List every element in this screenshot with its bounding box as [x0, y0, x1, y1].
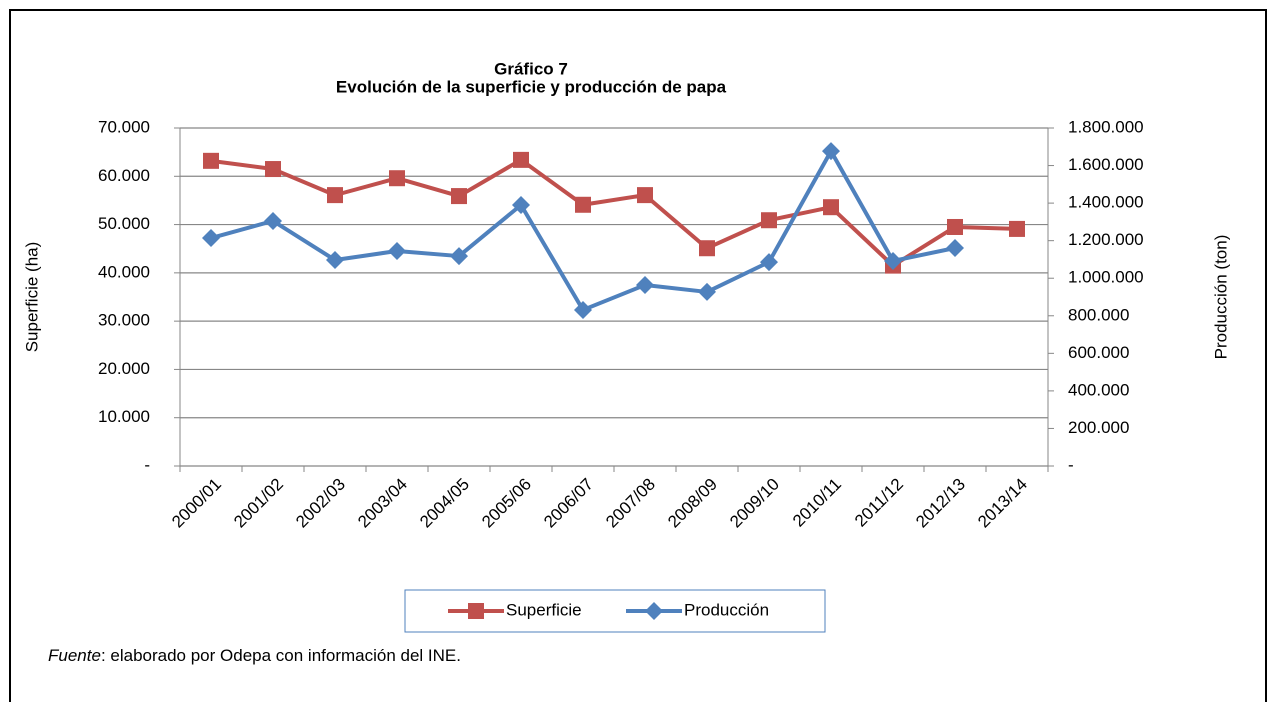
y-tick-label: 30.000 — [98, 311, 150, 330]
x-tick-label: 2003/04 — [354, 475, 411, 532]
y-tick-label: 50.000 — [98, 214, 150, 233]
y2-tick-label: 600.000 — [1068, 343, 1129, 362]
data-point — [512, 195, 530, 214]
x-tick-label: 2007/08 — [602, 475, 659, 532]
y2-tick-label: 400.000 — [1068, 380, 1129, 399]
chart-title: Gráfico 7 — [494, 59, 568, 78]
x-tick-label: 2000/01 — [168, 475, 225, 532]
y2-tick-label: 1.200.000 — [1068, 230, 1144, 249]
y-tick-label: 60.000 — [98, 166, 150, 185]
x-tick-label: 2011/12 — [851, 475, 907, 531]
data-point — [513, 151, 529, 168]
data-point — [202, 229, 220, 248]
y2-tick-label: 1.800.000 — [1068, 117, 1144, 136]
data-point — [264, 211, 282, 230]
y2-axis-label: Producción (ton) — [1211, 235, 1230, 360]
data-point — [947, 218, 963, 235]
data-point — [450, 247, 468, 266]
series-line — [210, 157, 1018, 268]
legend-marker — [468, 603, 484, 619]
y-tick-label: - — [144, 455, 150, 474]
legend-marker — [645, 602, 663, 620]
data-point — [327, 187, 343, 204]
data-point — [699, 240, 715, 257]
x-tick-label: 2010/11 — [789, 475, 845, 531]
y-tick-label: 70.000 — [98, 117, 150, 136]
y-tick-label: 40.000 — [98, 262, 150, 281]
footnote-text: : elaborado por Odepa con información de… — [101, 646, 461, 665]
data-point — [326, 251, 344, 270]
footnote-label: Fuente — [48, 646, 101, 665]
x-tick-label: 2009/10 — [726, 475, 783, 532]
y2-tick-label: - — [1068, 455, 1074, 474]
y2-tick-label: 1.600.000 — [1068, 155, 1144, 174]
data-point — [884, 251, 902, 270]
data-point — [760, 253, 778, 272]
data-point — [574, 300, 592, 319]
y-axis-label: Superficie (ha) — [22, 242, 41, 353]
data-point — [636, 275, 654, 294]
data-point — [822, 142, 840, 161]
data-point — [265, 161, 281, 178]
x-tick-label: 2006/07 — [540, 475, 597, 532]
y-tick-label: 20.000 — [98, 359, 150, 378]
x-tick-label: 2004/05 — [416, 475, 473, 532]
data-point — [823, 199, 839, 216]
y2-tick-label: 800.000 — [1068, 305, 1129, 324]
data-point — [761, 212, 777, 229]
x-tick-label: 2008/09 — [664, 475, 721, 532]
legend-label: Producción — [684, 600, 769, 619]
x-tick-label: 2002/03 — [292, 475, 349, 532]
data-point — [203, 152, 219, 169]
series-line — [210, 149, 956, 312]
legend-label: Superficie — [506, 600, 582, 619]
x-tick-label: 2013/14 — [974, 475, 1031, 532]
data-point — [637, 187, 653, 204]
y-tick-label: 10.000 — [98, 407, 150, 426]
y2-tick-label: 1.400.000 — [1068, 193, 1144, 212]
data-point — [1009, 220, 1025, 237]
x-tick-label: 2012/13 — [912, 475, 969, 532]
x-tick-label: 2005/06 — [478, 475, 535, 532]
chart-subtitle: Evolución de la superficie y producción … — [336, 77, 727, 96]
y2-tick-label: 200.000 — [1068, 418, 1129, 437]
data-point — [946, 238, 964, 257]
data-point — [575, 196, 591, 213]
frame — [9, 9, 1267, 702]
data-point — [698, 282, 716, 301]
y2-tick-label: 1.000.000 — [1068, 268, 1144, 287]
data-point — [388, 241, 406, 260]
data-point — [451, 188, 467, 205]
x-tick-label: 2001/02 — [230, 475, 287, 532]
footnote: Fuente: elaborado por Odepa con informac… — [48, 646, 461, 665]
data-point — [389, 170, 405, 187]
